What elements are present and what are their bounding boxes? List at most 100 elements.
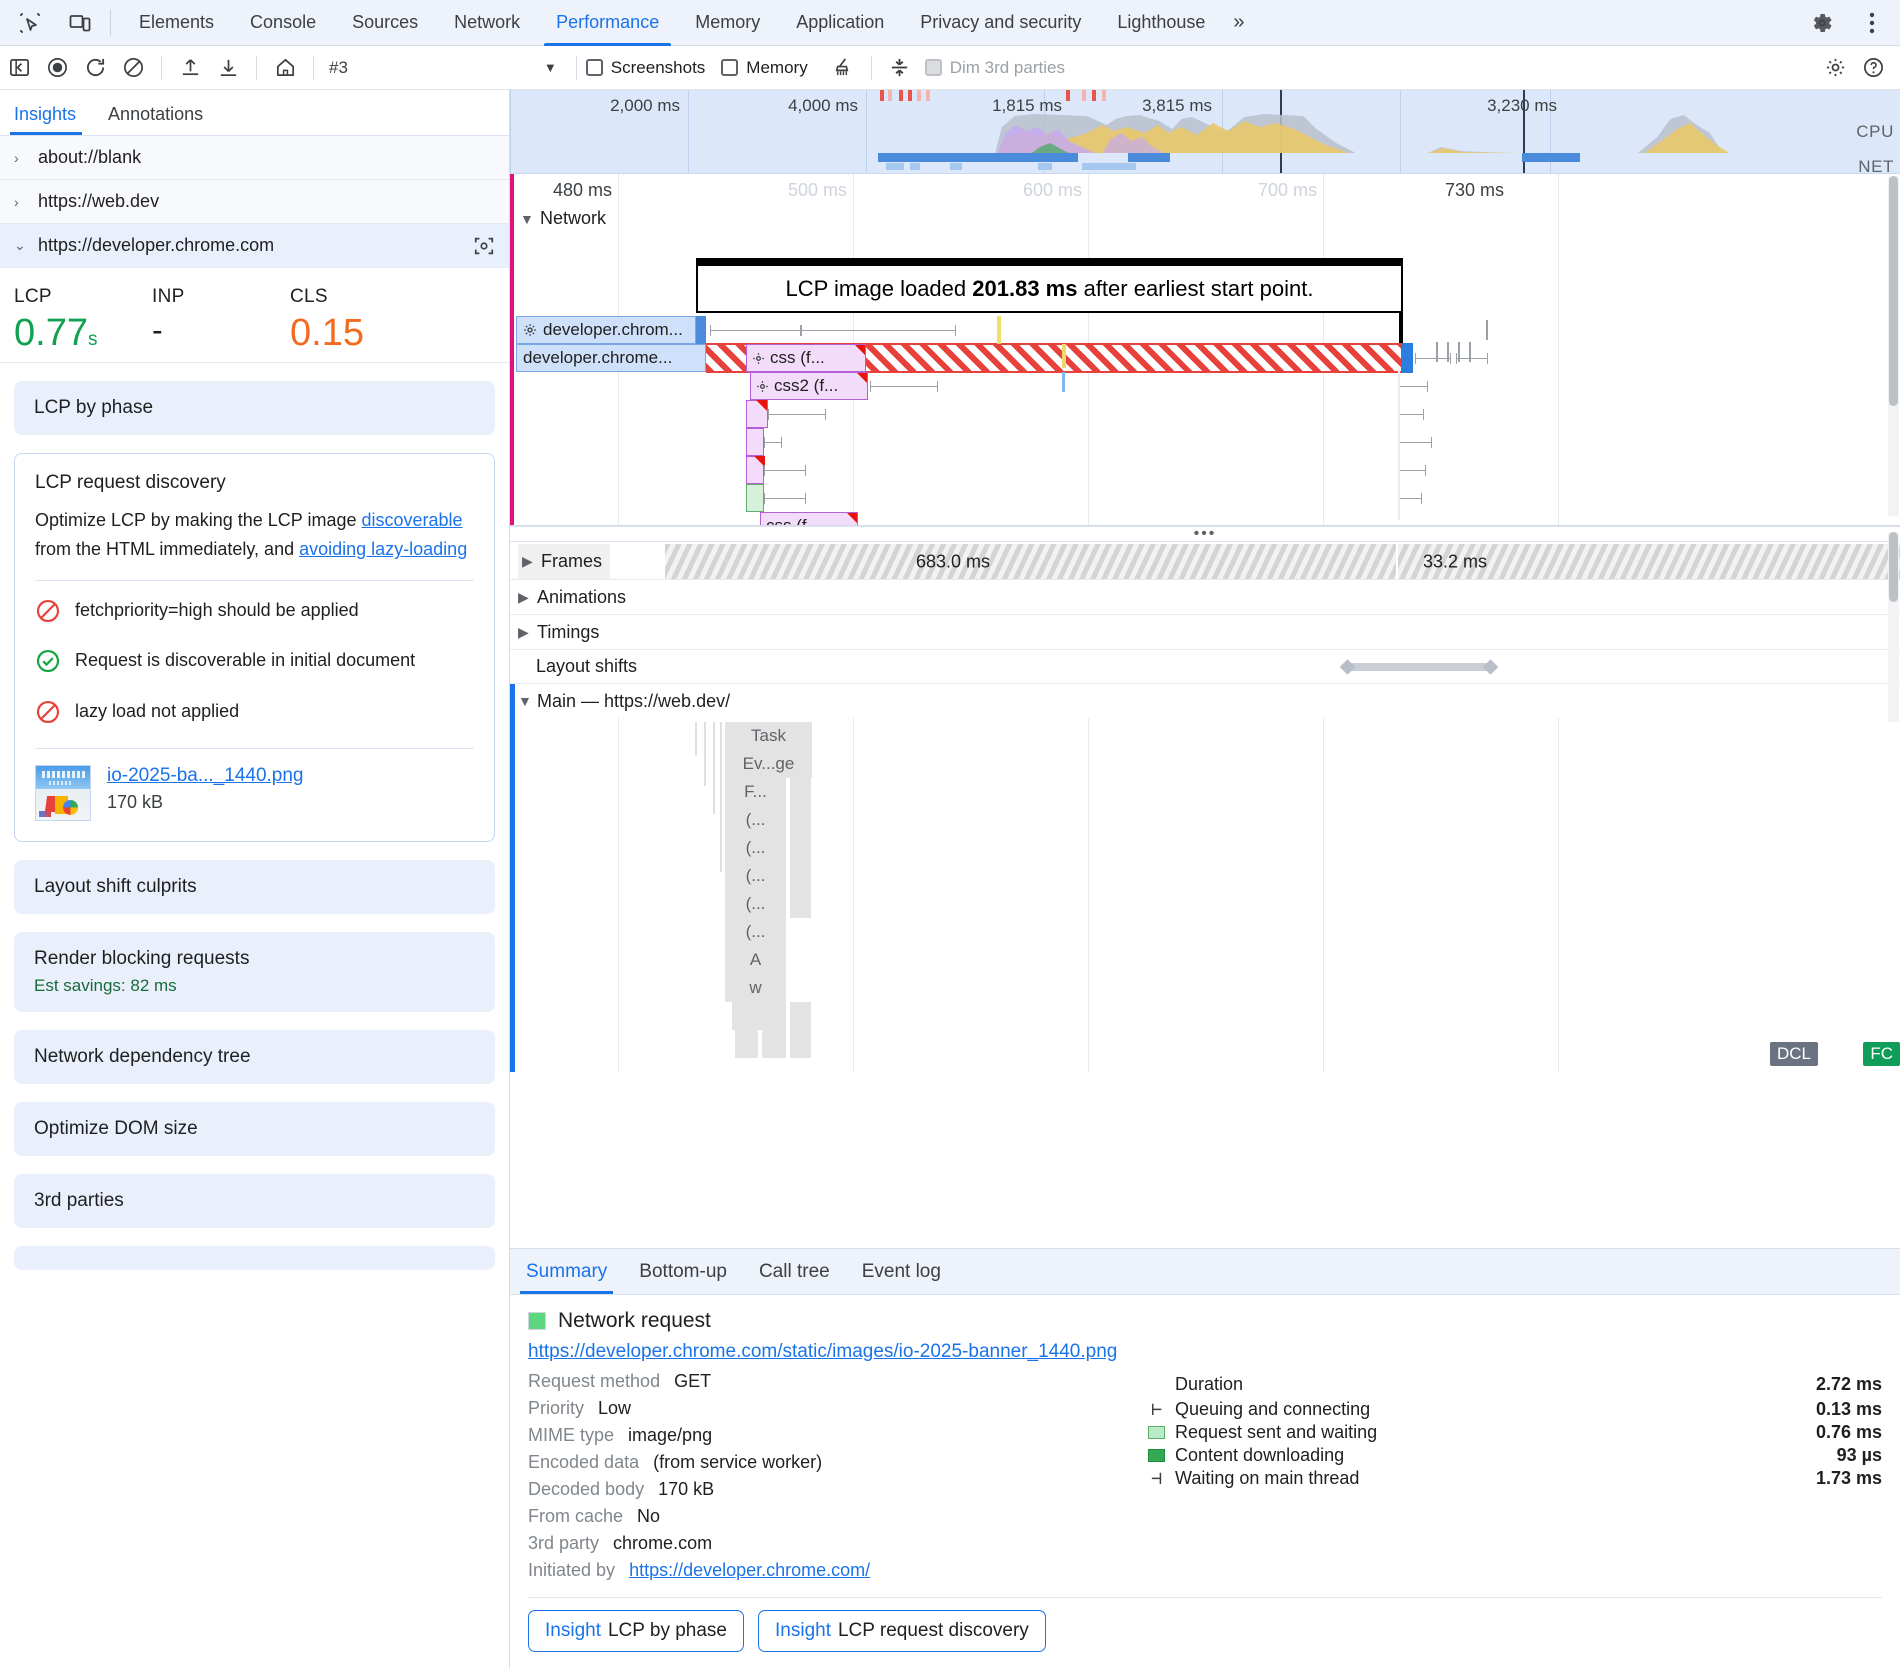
flame-block[interactable] — [790, 862, 812, 890]
flame-block[interactable] — [790, 890, 812, 918]
sidebar-origin-developer-chrome-com[interactable]: ⌄ https://developer.chrome.com — [0, 224, 509, 268]
overview-selection-end[interactable] — [1523, 90, 1525, 173]
tracks-scrollbar[interactable] — [1888, 532, 1899, 722]
chip-insight-lcp-request-discovery[interactable]: Insight LCP request discovery — [758, 1610, 1046, 1652]
scrollbar-thumb[interactable] — [1889, 176, 1898, 406]
track-animations[interactable]: ▶ Animations — [510, 580, 1900, 615]
flame-block[interactable] — [732, 1002, 787, 1030]
insight-lcp-by-phase[interactable]: LCP by phase — [14, 381, 495, 435]
flame-block[interactable]: (... — [725, 834, 787, 862]
avoiding-lazy-loading-link[interactable]: avoiding lazy-loading — [299, 539, 468, 560]
more-tabs-icon[interactable]: » — [1233, 11, 1244, 33]
tab-lighthouse[interactable]: Lighthouse — [1117, 12, 1206, 32]
dcl-marker[interactable]: DCL — [1769, 1042, 1818, 1066]
network-track-header[interactable]: ▼ Network — [520, 208, 606, 229]
tab-call-tree[interactable]: Call tree — [758, 1261, 830, 1282]
lcp-resource-link[interactable]: io-2025-ba..._1440.png — [107, 764, 304, 786]
settings-gear-icon[interactable] — [1802, 3, 1842, 43]
timeline-scrollbar[interactable] — [1888, 176, 1899, 516]
insight-render-blocking-requests[interactable]: Render blocking requests Est savings: 82… — [14, 931, 495, 1012]
network-request-bar[interactable] — [746, 428, 764, 456]
tab-summary[interactable]: Summary — [510, 1261, 623, 1294]
timeline-overview[interactable]: 2,000 ms 4,000 ms 1,815 ms 3,815 ms 3,23… — [510, 90, 1900, 174]
flame-block[interactable]: (... — [725, 918, 787, 946]
tab-network[interactable]: Network — [454, 12, 521, 32]
chip-insight-lcp-by-phase[interactable]: Insight LCP by phase — [528, 1610, 744, 1652]
detail-request-url[interactable]: https://developer.chrome.com/static/imag… — [528, 1341, 1118, 1362]
track-label-frames[interactable]: ▶ Frames — [518, 544, 611, 579]
track-frames[interactable]: ▶ Frames 683.0 ms 33.2 ms — [510, 544, 1900, 580]
tab-performance[interactable]: Performance — [538, 0, 677, 46]
insight-3rd-parties[interactable]: 3rd parties — [14, 1173, 495, 1228]
track-label-main[interactable]: ▼ Main — https://web.dev/ — [518, 690, 731, 711]
flame-block[interactable]: w — [725, 974, 787, 1002]
clear-icon[interactable] — [114, 49, 152, 87]
fcp-marker[interactable]: FC — [1863, 1042, 1900, 1066]
flame-block[interactable] — [735, 1030, 759, 1058]
flame-block[interactable]: Task — [725, 722, 813, 750]
track-label-timings[interactable]: ▶ Timings — [518, 621, 600, 642]
insight-optimize-dom-size[interactable]: Optimize DOM size — [14, 1101, 495, 1156]
layout-shift-marker[interactable] — [1482, 658, 1499, 675]
initiator-link[interactable]: https://developer.chrome.com/ — [629, 1560, 871, 1580]
css2-request-box[interactable]: css2 (f... — [750, 372, 868, 400]
network-request-row[interactable]: developer.chrome... — [516, 344, 706, 372]
tab-bottom-up[interactable]: Bottom-up — [639, 1261, 727, 1282]
help-icon[interactable] — [1854, 49, 1892, 87]
tab-console[interactable]: Console — [250, 12, 317, 32]
kebab-menu-icon[interactable] — [1852, 3, 1892, 43]
insight-partial[interactable] — [14, 1245, 495, 1270]
screenshot-capture-icon[interactable] — [473, 235, 495, 257]
memory-checkbox[interactable]: Memory — [721, 58, 808, 78]
css-request-box[interactable]: css (f... — [746, 344, 866, 372]
record-icon[interactable] — [38, 49, 76, 87]
flame-block[interactable] — [790, 834, 812, 862]
flame-block[interactable] — [790, 1030, 812, 1058]
flame-block[interactable]: F... — [725, 778, 787, 806]
flame-block[interactable] — [790, 1002, 812, 1030]
track-layout-shifts[interactable]: Layout shifts — [510, 650, 1900, 684]
track-timings[interactable]: ▶ Timings — [510, 615, 1900, 650]
network-request-row[interactable]: developer.chrom... — [516, 316, 706, 344]
toggle-sidebar-icon[interactable] — [0, 49, 38, 87]
tab-privacy-and-security[interactable]: Privacy and security — [920, 12, 1082, 32]
scrollbar-thumb[interactable] — [1889, 532, 1898, 602]
track-label-animations[interactable]: ▶ Animations — [518, 586, 627, 607]
tab-sources[interactable]: Sources — [352, 12, 419, 32]
flame-block[interactable] — [790, 806, 812, 834]
screenshots-checkbox[interactable]: Screenshots — [585, 58, 705, 78]
inspect-icon[interactable] — [10, 3, 50, 43]
capture-settings-gear-icon[interactable] — [1816, 49, 1854, 87]
flame-block[interactable]: Ev...ge — [725, 750, 813, 778]
insight-network-dependency-tree[interactable]: Network dependency tree — [14, 1029, 495, 1084]
tab-elements[interactable]: Elements — [139, 12, 215, 32]
upload-profile-icon[interactable] — [171, 49, 209, 87]
flame-block[interactable]: A — [725, 946, 787, 974]
flame-block[interactable] — [762, 1030, 787, 1058]
flame-block[interactable]: (... — [725, 806, 787, 834]
flame-block[interactable]: (... — [725, 862, 787, 890]
network-request-bar[interactable] — [746, 484, 764, 512]
sidebar-origin-about-blank[interactable]: › about://blank — [0, 136, 509, 180]
sidebar-origin-web-dev[interactable]: › https://web.dev — [0, 180, 509, 224]
clear-cache-broom-icon[interactable] — [824, 49, 862, 87]
track-label-layout-shifts[interactable]: Layout shifts — [536, 656, 638, 676]
tab-memory[interactable]: Memory — [695, 12, 761, 32]
home-icon[interactable] — [266, 49, 304, 87]
collapse-expand-icon[interactable] — [881, 49, 919, 87]
discoverable-link[interactable]: discoverable — [361, 510, 463, 530]
tab-application[interactable]: Application — [796, 12, 885, 32]
insight-layout-shift-culprits[interactable]: Layout shift culprits — [14, 859, 495, 914]
dim-3rd-parties-checkbox[interactable]: Dim 3rd parties — [924, 58, 1065, 78]
tab-insights[interactable]: Insights — [0, 104, 92, 135]
layout-shift-cluster[interactable] — [1345, 662, 1490, 671]
flame-block[interactable] — [790, 778, 812, 806]
device-toggle-icon[interactable] — [60, 3, 100, 43]
track-resizer[interactable]: ••• — [510, 525, 1900, 542]
reload-and-record-icon[interactable] — [76, 49, 114, 87]
download-profile-icon[interactable] — [209, 49, 247, 87]
css-request-box-3[interactable]: css (f... — [760, 512, 858, 525]
history-dropdown-icon[interactable]: ▼ — [543, 60, 557, 75]
tab-event-log[interactable]: Event log — [861, 1261, 941, 1282]
tab-annotations[interactable]: Annotations — [108, 104, 204, 124]
